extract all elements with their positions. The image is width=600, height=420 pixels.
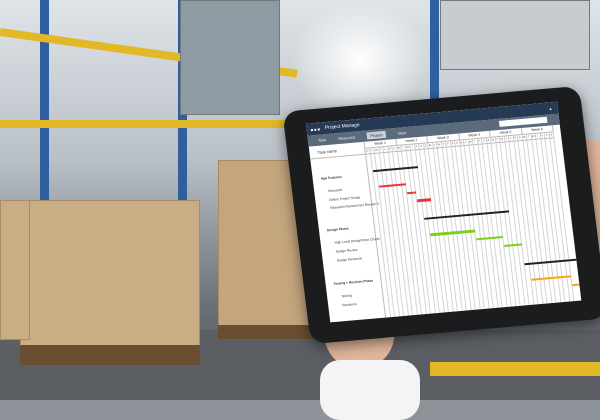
app-title: Project Manage — [324, 122, 361, 132]
task-label[interactable]: App Features — [320, 174, 342, 181]
rack-post — [430, 0, 439, 130]
pallet — [20, 345, 200, 365]
task-label[interactable]: Revisions — [342, 301, 357, 307]
shelf-goods — [440, 0, 590, 70]
shelf-goods — [180, 0, 280, 115]
box-stack — [20, 200, 200, 350]
task-label[interactable]: Define Project Scope — [329, 194, 361, 202]
tablet-screen: ■■■ Project Manage ● Task Resource Proje… — [305, 101, 582, 323]
menu-dots-icon[interactable]: ■■■ — [310, 126, 322, 132]
box-stack — [0, 200, 30, 340]
task-bar[interactable] — [416, 198, 431, 203]
task-label[interactable]: High Level Design/Flow Charts — [334, 236, 380, 245]
pallet — [218, 325, 318, 339]
tab-view[interactable]: View — [397, 130, 407, 136]
tablet: ■■■ Project Manage ● Task Resource Proje… — [282, 85, 600, 345]
task-label[interactable]: Design Phase — [326, 226, 349, 233]
task-label[interactable]: Design Revisions — [336, 255, 363, 263]
task-label[interactable]: Design Review — [335, 247, 358, 254]
rack-post — [40, 0, 49, 340]
task-label[interactable]: Testing + Revision Phase — [333, 278, 374, 286]
user-icon[interactable]: ● — [549, 105, 553, 111]
rack-beam — [0, 120, 300, 128]
gantt-chart: Task name App Features Research Define Pro… — [308, 125, 582, 323]
sleeve — [320, 360, 420, 420]
task-label[interactable]: Testing — [340, 293, 352, 299]
tab-project[interactable]: Project — [366, 130, 387, 140]
task-bar[interactable] — [572, 281, 582, 287]
rack-post — [178, 0, 187, 330]
tab-resource[interactable]: Resource — [337, 134, 356, 142]
task-label[interactable]: Research — [328, 187, 343, 194]
tab-task[interactable]: Task — [317, 137, 327, 143]
safety-rail — [430, 362, 600, 376]
